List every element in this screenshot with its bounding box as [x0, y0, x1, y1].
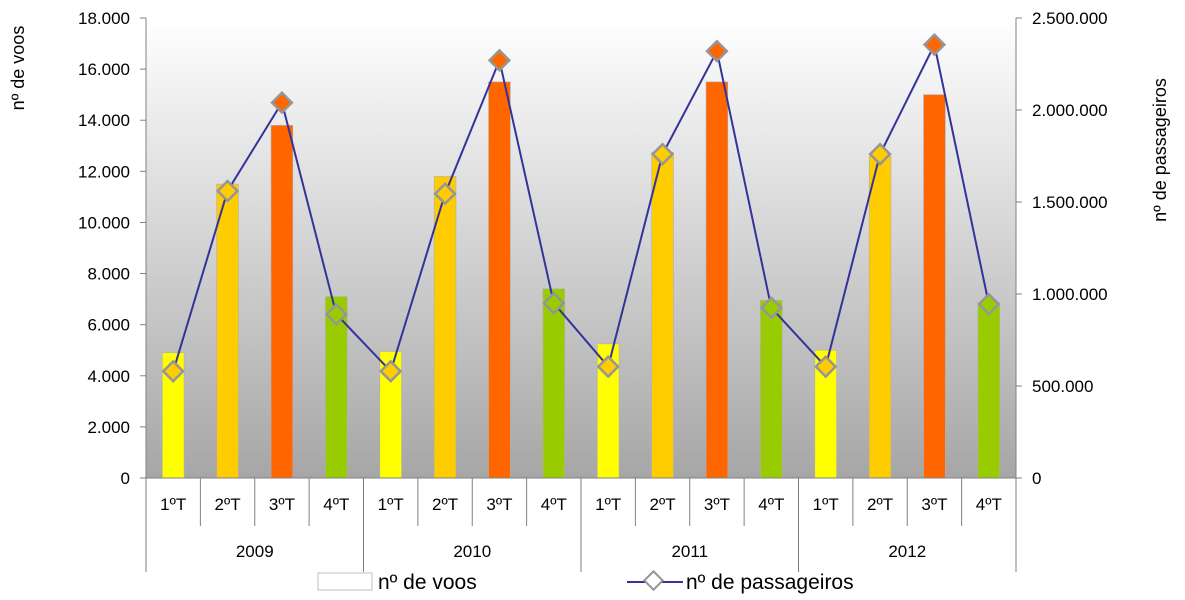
left-tick-label: 14.000	[78, 111, 130, 130]
bar-2009-q2	[216, 183, 239, 479]
marker-2010-q2	[433, 182, 457, 206]
right-tick-label: 2.500.000	[1032, 9, 1108, 28]
left-axis-title: nº de voos	[8, 26, 28, 111]
left-tick-label: 4.000	[87, 367, 130, 386]
quarter-label: 3ºT	[486, 495, 512, 514]
bar-2012-q2	[868, 155, 892, 479]
bar-series	[162, 81, 1000, 479]
marker-2012-q1	[814, 355, 838, 379]
quarter-label: 3ºT	[269, 495, 295, 514]
marker-2009-q3	[270, 90, 294, 115]
left-tick-label: 6.000	[87, 316, 130, 335]
marker-2009-q2	[215, 179, 240, 203]
year-label: 2012	[888, 542, 926, 561]
marker-2010-q4	[542, 291, 566, 315]
marker-2010-q1	[379, 359, 403, 383]
marker-2012-q4	[977, 292, 1001, 316]
quarter-label: 1ºT	[160, 495, 186, 514]
left-tick-label: 10.000	[78, 213, 130, 232]
quarter-label: 1ºT	[378, 495, 404, 514]
marker-2009-q1	[161, 359, 185, 383]
right-axis-title: nº de passageiros	[1150, 78, 1170, 222]
quarter-label: 3ºT	[704, 495, 730, 514]
left-tick-label: 2.000	[87, 418, 130, 437]
bar-2011-q3	[705, 81, 729, 479]
year-label: 2010	[453, 542, 491, 561]
bar-2011-q4	[760, 300, 783, 479]
legend-bar-label: nº de voos	[378, 571, 477, 594]
marker-2009-q4	[324, 302, 348, 326]
right-axis-ticks: 0 500.000 1.000.000 1.500.000 2.000.000 2.500…	[1016, 9, 1108, 488]
bar-2011-q2	[651, 151, 674, 479]
left-tick-label: 0	[121, 469, 130, 488]
quarter-label: 2ºT	[650, 495, 676, 514]
left-tick-label: 18.000	[78, 9, 130, 28]
quarter-label: 2ºT	[215, 495, 241, 514]
category-axis: 1ºT 2ºT 3ºT 4ºT 2009 1ºT 2ºT 3ºT 4ºT 2010 1ºT 2ºT 3º…	[145, 478, 1017, 572]
left-axis-ticks: 0 2.000 4.000 6.000 8.000 10.000 12.000 14.000 1…	[78, 9, 146, 488]
marker-2012-q2	[868, 142, 892, 166]
quarter-label: 1ºT	[595, 495, 621, 514]
marker-2011-q4	[759, 296, 783, 320]
year-label: 2009	[236, 542, 274, 561]
marker-2011-q1	[596, 355, 620, 379]
marker-2010-q3	[487, 48, 512, 72]
year-label: 2011	[671, 542, 708, 561]
quarter-label: 4ºT	[758, 495, 784, 514]
quarter-label: 4ºT	[323, 495, 349, 514]
bar-2012-q4	[977, 302, 1000, 479]
right-tick-label: 1.500.000	[1032, 193, 1108, 212]
quarter-label: 3ºT	[921, 495, 947, 514]
right-tick-label: 0	[1032, 469, 1041, 488]
bar-2010-q3	[488, 81, 511, 479]
bar-2010-q4	[542, 288, 565, 479]
passengers-line	[172, 41, 990, 374]
legend: nº de voos nº de passageiros	[317, 569, 854, 594]
bar-2012-q3	[923, 94, 946, 479]
quarter-label: 4ºT	[541, 495, 567, 514]
bar-2009-q3	[270, 125, 294, 479]
line-series	[161, 33, 1001, 383]
legend-marker-swatch	[642, 569, 665, 592]
marker-2011-q3	[705, 39, 729, 63]
marker-2012-q3	[922, 33, 947, 57]
legend-line-label: nº de passageiros	[686, 571, 854, 594]
marker-2011-q2	[650, 142, 675, 166]
right-tick-label: 500.000	[1032, 377, 1093, 396]
right-tick-label: 1.000.000	[1032, 285, 1108, 304]
quarter-label: 2ºT	[867, 495, 893, 514]
left-tick-label: 16.000	[78, 60, 130, 79]
right-tick-label: 2.000.000	[1032, 101, 1108, 120]
left-tick-label: 8.000	[87, 265, 130, 284]
quarter-label: 1ºT	[813, 495, 839, 514]
left-tick-label: 12.000	[78, 162, 130, 181]
legend-bar-swatch	[317, 572, 373, 591]
quarter-label: 4ºT	[976, 495, 1002, 514]
quarter-label: 2ºT	[432, 495, 458, 514]
